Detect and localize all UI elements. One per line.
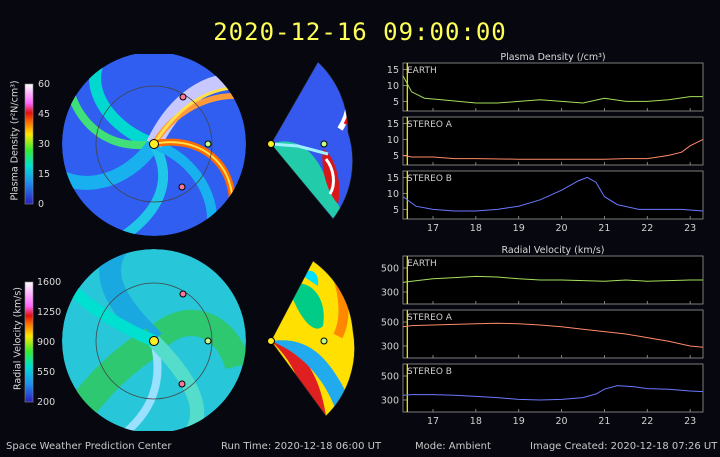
stereo-a-marker xyxy=(179,93,187,101)
cb-tick: 200 xyxy=(37,397,55,408)
cb-tick: 900 xyxy=(37,337,55,348)
x-tick-label: 19 xyxy=(513,416,525,427)
series-line-stereo-b xyxy=(402,176,704,212)
panel-label: STEREO B xyxy=(407,367,452,377)
footer-mode: Mode: Ambient xyxy=(415,441,491,452)
x-tick-label: 22 xyxy=(641,416,653,427)
x-tick-label: 22 xyxy=(641,223,653,234)
panel-label: EARTH xyxy=(407,259,437,269)
y-tick-label: 5 xyxy=(393,151,399,162)
y-tick-label: 300 xyxy=(381,396,399,407)
density-colorbar-label: Plasma Density (r²N/cm³) xyxy=(9,80,21,201)
cb-tick: 60 xyxy=(38,79,50,90)
cb-tick: 0 xyxy=(38,199,44,210)
series-line-earth xyxy=(402,275,703,283)
y-tick-label: 500 xyxy=(381,264,399,275)
panel-frame xyxy=(402,309,704,359)
y-tick-label: 300 xyxy=(381,288,399,299)
y-tick-label: 10 xyxy=(387,81,399,92)
x-tick-label: 21 xyxy=(598,223,610,234)
x-tick-label: 19 xyxy=(513,223,525,234)
panel-frame xyxy=(402,116,704,166)
y-tick-label: 10 xyxy=(387,135,399,146)
panel-label: EARTH xyxy=(407,66,437,76)
series-line-stereo-a xyxy=(402,322,704,348)
x-tick-label: 18 xyxy=(470,223,482,234)
density-maps xyxy=(62,54,353,236)
y-tick-label: 5 xyxy=(393,97,399,108)
y-tick-label: 15 xyxy=(387,173,399,184)
y-tick-label: 500 xyxy=(381,318,399,329)
model-timestamp: 2020-12-16 09:00:00 xyxy=(213,18,507,46)
x-tick-label: 23 xyxy=(684,223,696,234)
y-tick-label: 5 xyxy=(393,205,399,216)
footer-created: Image Created: 2020-12-18 07:26 UT xyxy=(530,441,718,452)
panel-label: STEREO A xyxy=(407,313,453,323)
panel-label: STEREO A xyxy=(407,120,453,130)
x-tick-label: 21 xyxy=(598,416,610,427)
x-tick-label: 20 xyxy=(556,223,568,234)
y-tick-label: 10 xyxy=(387,189,399,200)
cb-tick: 1250 xyxy=(37,307,61,318)
chart-title: Plasma Density (/cm³) xyxy=(500,52,605,63)
cb-tick: 1600 xyxy=(37,277,61,288)
earth-marker xyxy=(204,140,212,148)
chart-title: Radial Velocity (km/s) xyxy=(502,245,605,256)
series-line-earth xyxy=(402,75,703,104)
x-tick-label: 20 xyxy=(556,416,568,427)
series-line-stereo-b xyxy=(402,385,704,401)
footer-run-time: Run Time: 2020-12-18 06:00 UT xyxy=(221,441,382,452)
y-tick-label: 15 xyxy=(387,65,399,76)
cb-tick: 30 xyxy=(38,139,50,150)
sun-marker xyxy=(149,139,159,149)
cb-tick: 15 xyxy=(38,169,50,180)
x-tick-label: 17 xyxy=(427,223,439,234)
y-tick-label: 15 xyxy=(387,119,399,130)
series-line-stereo-a xyxy=(402,138,704,160)
cb-tick: 550 xyxy=(37,367,55,378)
panel-frame xyxy=(402,363,704,413)
panel-frame xyxy=(402,62,704,112)
x-tick-label: 18 xyxy=(470,416,482,427)
velocity-colorbar-label: Radial Velocity (km/s) xyxy=(12,287,24,390)
cb-tick: 45 xyxy=(38,109,50,120)
velocity-colorbar: 1600 1250 900 550 200 xyxy=(24,277,61,408)
footer-center: Space Weather Prediction Center xyxy=(6,441,172,452)
panel-label: STEREO B xyxy=(407,174,452,184)
x-tick-label: 23 xyxy=(684,416,696,427)
y-tick-label: 500 xyxy=(381,372,399,383)
density-colorbar: 60 45 30 15 0 xyxy=(24,79,50,210)
x-tick-label: 17 xyxy=(427,416,439,427)
velocity-maps xyxy=(62,249,355,431)
footer: Space Weather Prediction Center Run Time… xyxy=(0,438,720,457)
timeseries-charts: Plasma Density (/cm³) EARTH 5 10 15 STEREO A 5… xyxy=(381,52,704,427)
y-tick-label: 300 xyxy=(381,342,399,353)
stereo-b-marker xyxy=(178,183,186,191)
